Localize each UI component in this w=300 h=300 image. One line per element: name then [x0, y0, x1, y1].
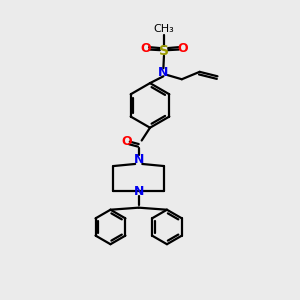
Text: O: O [177, 42, 188, 56]
Text: O: O [140, 42, 151, 56]
Text: CH₃: CH₃ [154, 24, 174, 34]
Text: N: N [134, 153, 144, 166]
Text: S: S [159, 44, 169, 58]
Text: N: N [158, 66, 169, 79]
Text: O: O [121, 135, 131, 148]
Text: N: N [134, 185, 144, 198]
